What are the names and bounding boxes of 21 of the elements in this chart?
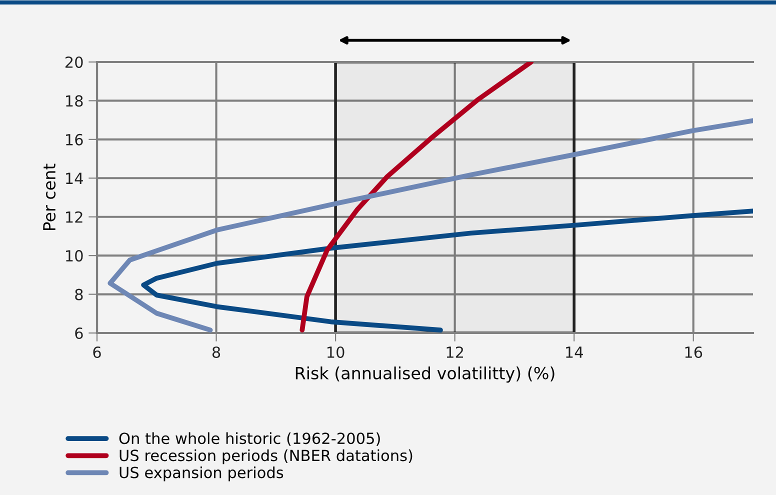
x-axis-title: Risk (annualised volatilitty) (%) bbox=[296, 366, 554, 383]
y-tick-label: 8 bbox=[75, 288, 83, 300]
y-tick-label: 18 bbox=[66, 95, 83, 107]
x-tick-label: 10 bbox=[328, 346, 344, 358]
y-tick-label: 10 bbox=[66, 250, 83, 262]
x-tick-label: 12 bbox=[446, 346, 464, 358]
legend-label: US recession periods (NBER datations) bbox=[120, 449, 412, 464]
y-tick-label: 6 bbox=[75, 327, 83, 340]
y-axis-title: Per cent bbox=[43, 164, 56, 230]
legend-label: US expansion periods bbox=[120, 466, 284, 482]
y-tick-label: 20 bbox=[65, 56, 83, 68]
x-tick-label: 8 bbox=[212, 346, 220, 358]
x-tick-label: 14 bbox=[566, 346, 583, 358]
x-tick-label: 16 bbox=[685, 346, 702, 358]
line-series bbox=[141, 208, 753, 333]
y-tick-label: 14 bbox=[66, 172, 83, 184]
y-tick-label: 12 bbox=[66, 211, 82, 223]
line-series bbox=[108, 118, 753, 333]
y-tick-label: 16 bbox=[66, 134, 83, 146]
x-tick-label: 6 bbox=[93, 346, 101, 358]
legend-label: On the whole historic (1962-2005) bbox=[119, 432, 380, 446]
